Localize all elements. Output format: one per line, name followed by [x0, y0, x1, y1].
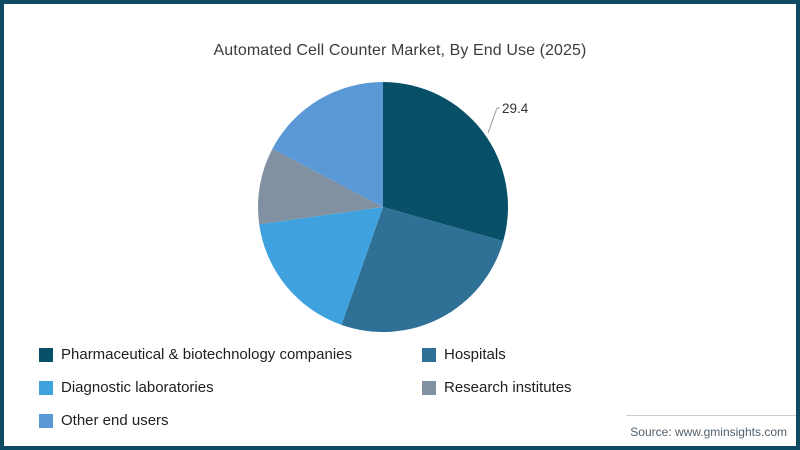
legend-swatch-hospitals-icon [422, 347, 436, 362]
pie-slice [341, 207, 504, 332]
legend-item-hospitals: Hospitals [422, 345, 752, 364]
chart-title: Automated Cell Counter Market, By End Us… [213, 42, 587, 59]
pie-slice [272, 82, 383, 207]
pie-chart: 29.4 [248, 72, 558, 352]
legend: Pharmaceutical & biotechnology companies… [39, 345, 779, 430]
pie-slice [257, 148, 383, 225]
legend-item-pharma: Pharmaceutical & biotechnology companies [39, 345, 422, 364]
legend-item-research-institutes: Research institutes [422, 378, 752, 397]
legend-item-other-end-users: Other end users [39, 411, 422, 430]
pie-slice [259, 207, 383, 325]
data-label-leader-line [487, 107, 500, 134]
legend-label-diagnostic-labs: Diagnostic laboratories [61, 379, 214, 396]
legend-label-hospitals: Hospitals [444, 346, 506, 363]
pie-slices [257, 82, 508, 332]
legend-swatch-other-end-users-icon [39, 413, 53, 428]
legend-swatch-pharma-icon [39, 347, 53, 362]
legend-swatch-diagnostic-labs-icon [39, 380, 53, 395]
legend-label-other-end-users: Other end users [61, 412, 169, 429]
legend-label-pharma: Pharmaceutical & biotechnology companies [61, 346, 352, 363]
source-attribution: Source: www.gminsights.com [630, 425, 787, 439]
legend-swatch-research-institutes-icon [422, 380, 436, 395]
legend-item-diagnostic-labs: Diagnostic laboratories [39, 378, 422, 397]
pie-slice [383, 82, 508, 242]
pie-svg: 29.4 [257, 82, 529, 332]
source-divider [626, 415, 796, 416]
legend-label-research-institutes: Research institutes [444, 379, 572, 396]
pie-data-label: 29.4 [502, 101, 529, 116]
